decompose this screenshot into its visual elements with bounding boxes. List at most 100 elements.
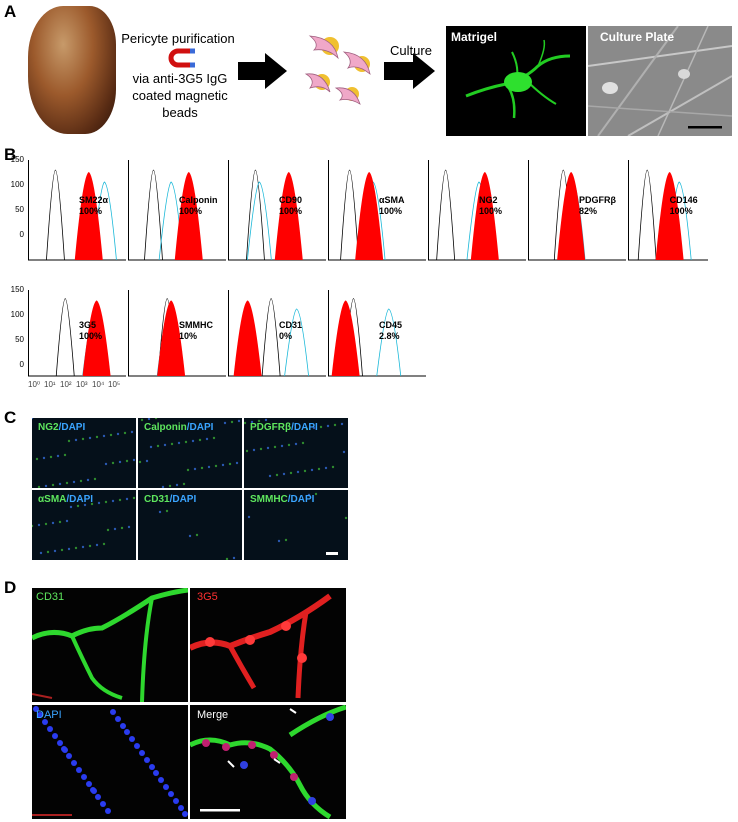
flow-marker-label: PDGFRβ 82% [579, 195, 616, 217]
fluorescence-label: αSMA/DAPI [38, 494, 93, 505]
flow-histogram-row2-0 [28, 290, 126, 377]
nucleus-dot [47, 726, 53, 732]
arrow-2-body [384, 62, 414, 80]
isotype-curve [246, 169, 265, 261]
marker-stain: CD31 [144, 494, 170, 505]
culture-plate-image [588, 26, 732, 136]
purification-line-4: beads [162, 105, 198, 120]
isotype-curve [340, 169, 359, 261]
fluorescence-image [138, 418, 242, 488]
flow-marker-label: CD45 2.8% [379, 320, 402, 342]
control-curve [284, 308, 309, 377]
marker-name: CD31 [278, 320, 302, 331]
y-tick-label: 0 [19, 360, 24, 369]
culture-plate-fibers [588, 26, 732, 136]
marker-percent: 100% [78, 331, 102, 342]
matrigel-image [446, 26, 586, 136]
nucleus-dot [86, 781, 92, 787]
cd31-image [32, 588, 188, 702]
marker-name: NG2 [478, 195, 498, 205]
nucleus-dot [178, 805, 184, 811]
marker-stain: αSMA [38, 494, 67, 505]
nucleus-dot [110, 709, 116, 715]
nucleus-dot [173, 798, 179, 804]
flow-marker-label: CD31 0% [279, 320, 302, 342]
nucleus-dot [52, 733, 58, 739]
stained-histogram [470, 172, 499, 260]
x-tick-label: 10³ [76, 380, 88, 389]
y-tick-label: 50 [15, 335, 24, 344]
nucleus-dot [153, 770, 159, 776]
dapi-stain: /DAPI [287, 494, 315, 505]
flow-histogram-row2-2 [228, 290, 326, 377]
marker-name: αSMA [378, 195, 405, 205]
fluorescence-image [244, 490, 348, 560]
marker-name: CD45 [378, 320, 402, 331]
purification-text: Pericyte purification [118, 30, 238, 47]
cd31-label: CD31 [36, 591, 65, 603]
control-curve [376, 308, 402, 377]
flow-histogram-row1-2 [228, 160, 326, 261]
panel-a-letter: A [4, 2, 17, 21]
flow-histogram-row1-1 [128, 160, 226, 261]
marker-name: 3G5 [78, 320, 96, 331]
nucleus-dot [81, 774, 87, 780]
flow-marker-label: SM22α 100% [79, 195, 108, 217]
nucleus-dot [100, 801, 106, 807]
nucleus-dot [139, 750, 145, 756]
flow-marker-label: 3G5 100% [79, 320, 102, 342]
y-tick-label: 100 [10, 310, 24, 319]
merge-image [190, 705, 346, 819]
dapi-stain: /DAPI [169, 494, 197, 505]
dapi-nuclei [32, 706, 188, 817]
nucleus-dot [61, 746, 67, 752]
fluorescence-label: PDGFRβ/DAPI [250, 422, 318, 433]
flow-marker-label: CD146 100% [670, 195, 698, 217]
x-tick-label: 10⁵ [108, 380, 121, 389]
marker-stain: PDGFRβ [250, 422, 292, 433]
flow-marker-label: CD90 100% [279, 195, 302, 217]
purification-line-3: coated magnetic [132, 88, 228, 103]
flow-histogram-row2-1 [128, 290, 226, 377]
stained-histogram [655, 172, 684, 260]
x-tick-label: 10¹ [44, 380, 56, 389]
stained-histogram [74, 172, 103, 260]
marker-percent: 100% [669, 206, 693, 216]
fluorescence-label: SMMHC/DAPI [250, 494, 314, 505]
y-tick-label: 0 [19, 230, 24, 239]
nucleus-dot [129, 736, 135, 742]
dapi-stain: /DAPI [66, 494, 94, 505]
isotype-curve [436, 169, 456, 261]
stained-histogram [233, 300, 262, 376]
isotype-curve [637, 169, 657, 261]
g3g5-label: 3G5 [197, 591, 218, 603]
flow-histogram-row1-3 [328, 160, 426, 261]
marker-percent: 100% [78, 206, 102, 216]
purification-text-2: via anti-3G5 IgG coated magnetic beads [118, 70, 242, 121]
fluorescence-label: CD31/DAPI [144, 494, 196, 505]
nucleus-dot [168, 791, 174, 797]
dapi-image [32, 705, 188, 819]
isotype-curve [261, 298, 281, 377]
nucleus-dot [115, 716, 121, 722]
stained-histogram [82, 300, 111, 376]
marker-percent: 2.8% [378, 331, 400, 342]
dapi-stain: /DAPI [58, 422, 86, 433]
fluorescence-image [32, 490, 136, 560]
purification-line-1: Pericyte purification [121, 31, 235, 46]
stained-histogram [274, 172, 303, 260]
y-tick-label: 100 [10, 180, 24, 189]
nucleus-dot [95, 794, 101, 800]
y-tick-label: 50 [15, 205, 24, 214]
nucleus-dot [57, 740, 63, 746]
marker-percent: 100% [378, 206, 402, 216]
nucleus-dot [163, 784, 169, 790]
marker-percent: 10% [178, 331, 197, 342]
marker-name: CD90 [278, 195, 302, 205]
flow-marker-label: NG2 100% [479, 195, 502, 217]
pericyte-cells-illustration [304, 35, 371, 105]
marker-name: PDGFRβ [578, 195, 616, 205]
culture-plate-label: Culture Plate [600, 30, 675, 44]
flow-marker-label: Calponin 100% [179, 195, 218, 217]
fluorescence-image [138, 490, 242, 560]
